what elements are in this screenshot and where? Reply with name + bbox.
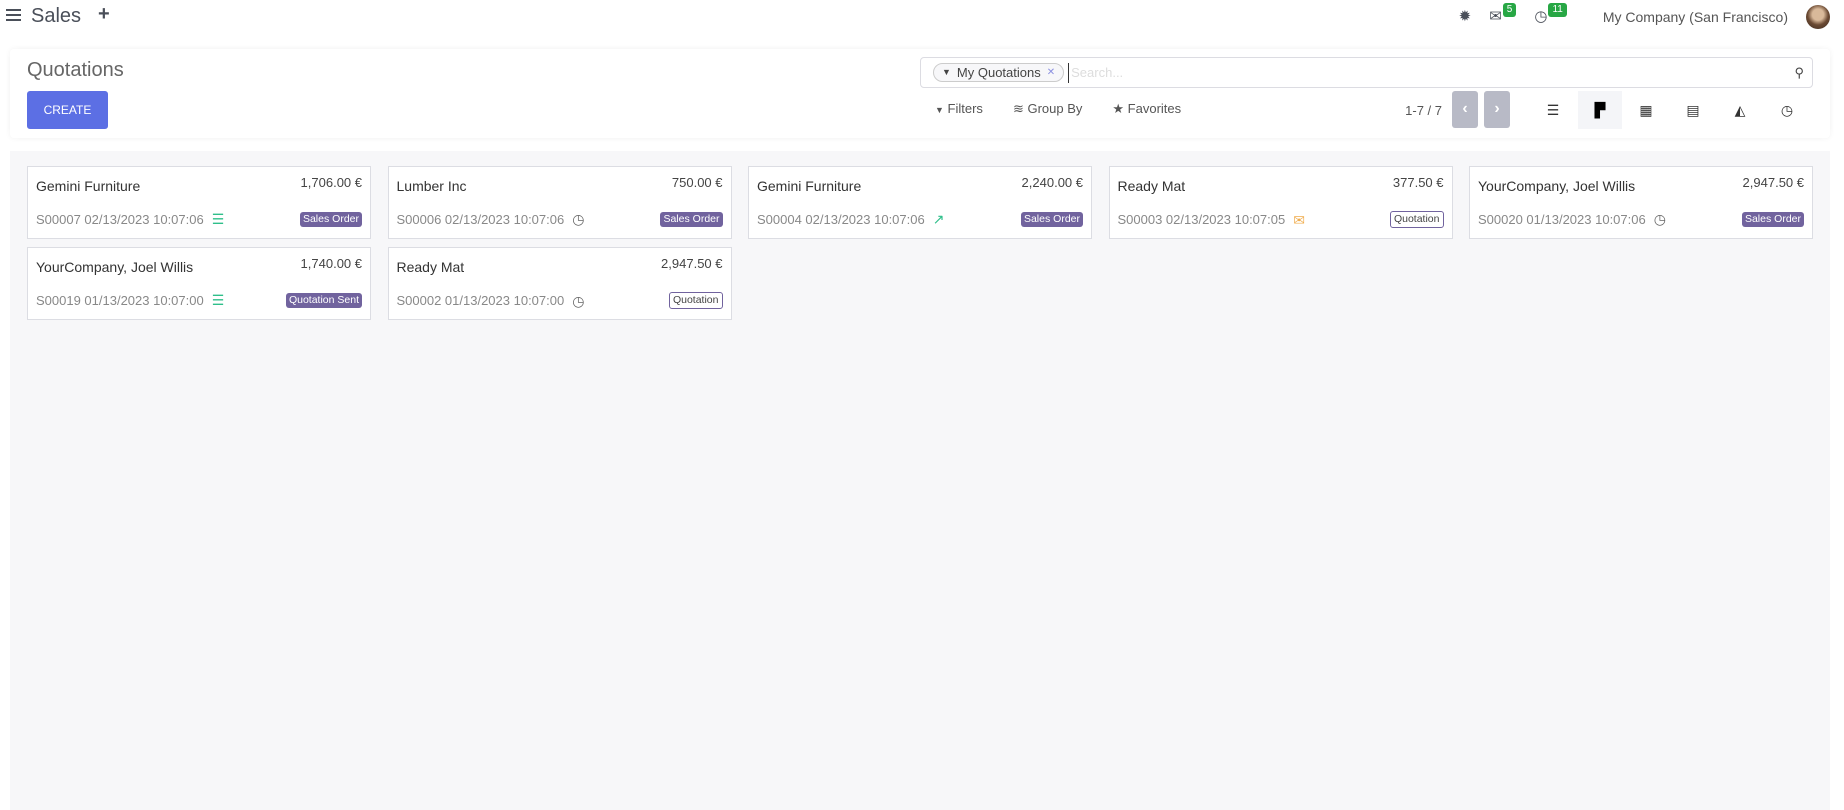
status-badge: Sales Order	[1741, 211, 1804, 227]
view-kanban-button[interactable]: ▛	[1578, 91, 1622, 129]
activities-count-badge: 11	[1548, 3, 1567, 17]
messages-count-badge: 5	[1502, 3, 1517, 17]
order-reference-date: S00004 02/13/2023 10:07:06	[757, 211, 925, 227]
kanban-card[interactable]: Ready Mat 377.50 € S00003 02/13/2023 10:…	[1108, 166, 1453, 239]
table-icon: ▤	[1686, 102, 1700, 118]
group-by-label: Group By	[1027, 101, 1083, 116]
clock-icon: ◷	[1780, 102, 1794, 118]
kanban-card[interactable]: YourCompany, Joel Willis 2,947.50 € S000…	[1469, 166, 1813, 239]
kanban-card[interactable]: YourCompany, Joel Willis 1,740.00 € S000…	[27, 247, 371, 320]
amount-total: 1,706.00 €	[300, 175, 362, 190]
tasks-icon[interactable]: ☰	[211, 292, 225, 308]
search-facet-my-quotations[interactable]: ▼ My Quotations ✕	[933, 63, 1065, 82]
systray: ✹ ✉ 5 ◷ 11 My Company (San Francisco)	[1441, 0, 1830, 34]
search-input[interactable]	[1071, 62, 1795, 83]
search-bar[interactable]: ▼ My Quotations ✕ ⚲	[920, 57, 1813, 88]
pager-value[interactable]: 1-7 / 7	[1405, 103, 1442, 118]
kanban-icon: ▛	[1594, 102, 1606, 118]
order-reference-date: S00002 01/13/2023 10:07:00	[396, 293, 565, 308]
user-avatar[interactable]	[1806, 5, 1830, 29]
app-name[interactable]: Sales	[31, 5, 82, 27]
bug-icon[interactable]: ✹	[1458, 8, 1472, 25]
customer-name: YourCompany, Joel Willis	[36, 259, 194, 275]
chart-line-icon[interactable]: ↗	[932, 211, 945, 227]
customer-name: Gemini Furniture	[36, 178, 141, 194]
customer-name: YourCompany, Joel Willis	[1478, 178, 1636, 194]
top-navbar: Sales + ✹ ✉ 5 ◷ 11 My Company (San Francis…	[0, 0, 1844, 34]
company-switcher[interactable]: My Company (San Francisco)	[1602, 9, 1788, 25]
amount-total: 377.50 €	[1392, 175, 1444, 190]
messages-menu[interactable]: ✉ 5	[1489, 3, 1517, 27]
amount-total: 2,947.50 €	[661, 256, 723, 271]
pager-previous-button[interactable]: ‹	[1452, 91, 1478, 128]
group-by-dropdown[interactable]: ≋ Group By	[1013, 101, 1082, 117]
list-icon: ☰	[1546, 102, 1560, 118]
clock-icon[interactable]: ◷	[572, 292, 585, 309]
customer-name: Gemini Furniture	[757, 178, 862, 194]
status-badge: Sales Order	[1020, 211, 1083, 227]
status-badge: Quotation Sent	[285, 292, 362, 308]
facet-label: My Quotations	[956, 65, 1041, 80]
amount-total: 750.00 €	[671, 175, 723, 190]
view-list-button[interactable]: ☰	[1531, 91, 1575, 129]
tasks-icon[interactable]: ☰	[211, 211, 225, 227]
view-calendar-button[interactable]: ▦	[1624, 91, 1668, 129]
order-reference-date: S00007 02/13/2023 10:07:06	[36, 211, 204, 227]
amount-total: 2,240.00 €	[1021, 175, 1083, 190]
order-reference-date: S00020 01/13/2023 10:07:06	[1478, 211, 1646, 227]
layers-icon: ≋	[1012, 101, 1024, 116]
kanban-card[interactable]: Gemini Furniture 1,706.00 € S00007 02/13…	[27, 166, 371, 239]
hamburger-menu-icon[interactable]	[6, 9, 21, 21]
view-activity-button[interactable]: ◷	[1765, 91, 1809, 129]
view-graph-button[interactable]: ◭	[1718, 91, 1762, 129]
create-button[interactable]: CREATE	[27, 91, 108, 129]
text-cursor	[1068, 62, 1070, 83]
filters-label: Filters	[947, 101, 983, 116]
calendar-icon: ▦	[1639, 102, 1653, 118]
kanban-card[interactable]: Gemini Furniture 2,240.00 € S00004 02/13…	[748, 166, 1092, 239]
kanban-card[interactable]: Lumber Inc 750.00 € S00006 02/13/2023 10…	[387, 166, 732, 239]
status-badge: Quotation	[668, 292, 723, 309]
status-badge: Sales Order	[299, 211, 362, 227]
amount-total: 1,740.00 €	[300, 256, 362, 271]
search-options: ▼ Filters ≋ Group By ★ Favorites	[935, 101, 1181, 117]
messages-icon: ✉	[1489, 8, 1502, 25]
favorites-label: Favorites	[1127, 101, 1182, 116]
pager-next-button[interactable]: ›	[1484, 91, 1510, 128]
clock-icon[interactable]: ◷	[572, 211, 585, 227]
activity-clock-icon: ◷	[1534, 8, 1548, 25]
search-icon[interactable]: ⚲	[1794, 64, 1804, 80]
filter-icon: ▼	[935, 105, 944, 115]
remove-facet-icon[interactable]: ✕	[1046, 67, 1056, 78]
star-icon: ★	[1112, 101, 1125, 116]
customer-name: Ready Mat	[1117, 178, 1186, 194]
activities-menu[interactable]: ◷ 11	[1534, 3, 1567, 27]
customer-name: Ready Mat	[396, 259, 465, 275]
view-pivot-button[interactable]: ▤	[1671, 91, 1715, 129]
area-chart-icon: ◭	[1734, 102, 1746, 118]
favorites-dropdown[interactable]: ★ Favorites	[1112, 101, 1181, 117]
page-title: Quotations	[27, 59, 124, 81]
order-reference-date: S00006 02/13/2023 10:07:06	[396, 211, 565, 227]
order-reference-date: S00003 02/13/2023 10:07:05	[1117, 212, 1286, 227]
filters-dropdown[interactable]: ▼ Filters	[935, 101, 983, 117]
status-badge: Quotation	[1389, 211, 1444, 228]
status-badge: Sales Order	[660, 211, 723, 227]
envelope-icon[interactable]: ✉	[1293, 211, 1305, 228]
kanban-card[interactable]: Ready Mat 2,947.50 € S00002 01/13/2023 1…	[387, 247, 732, 320]
filter-icon: ▼	[942, 67, 951, 77]
clock-icon[interactable]: ◷	[1653, 211, 1666, 227]
amount-total: 2,947.50 €	[1742, 175, 1804, 190]
order-reference-date: S00019 01/13/2023 10:07:00	[36, 292, 204, 308]
customer-name: Lumber Inc	[396, 178, 467, 194]
plus-icon[interactable]: +	[98, 3, 110, 25]
